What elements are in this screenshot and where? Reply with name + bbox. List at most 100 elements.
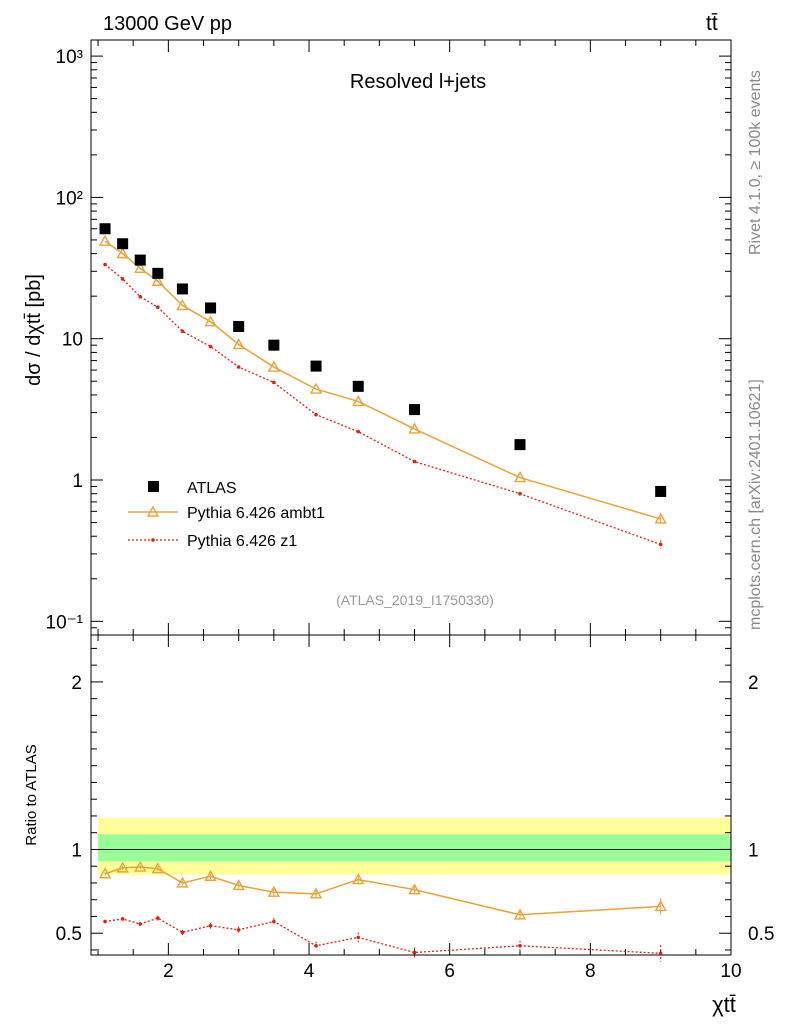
ratio-point-z1 — [138, 922, 143, 926]
data-point-z1 — [518, 491, 522, 496]
main-axes: 10⁻¹ 1 10 10² 10³ — [46, 39, 732, 636]
ratio-point-ambt1 — [232, 879, 245, 891]
data-point-ambt1 — [116, 247, 129, 259]
ratio-point-z1 — [518, 943, 522, 948]
data-point-atlas — [409, 404, 421, 416]
ratio-point-ambt1 — [352, 873, 365, 885]
reference-label: (ATLAS_2019_I1750330) — [336, 592, 494, 608]
energy-label: 13000 GeV pp — [103, 13, 232, 35]
data-point-z1 — [120, 277, 125, 281]
ratio-point-ambt1 — [309, 887, 323, 899]
data-point-atlas — [205, 302, 217, 314]
ratio-frame — [90, 634, 732, 956]
data-point-atlas — [117, 238, 129, 250]
y-tick-label-ratio-right: 2 — [748, 673, 759, 694]
y-axis-label-ratio: Ratio to ATLAS — [23, 744, 40, 845]
ratio-series — [98, 860, 667, 962]
data-point-ambt1 — [654, 512, 667, 524]
source-label: mcplots.cern.ch [arXiv:2401.10621] — [747, 379, 764, 630]
ratio-point-ambt1 — [204, 869, 217, 881]
ratio-point-ambt1 — [267, 885, 281, 897]
x-tick-label: 6 — [444, 961, 455, 982]
data-point-z1 — [356, 429, 361, 434]
data-point-atlas — [514, 439, 526, 451]
data-point-atlas — [352, 380, 364, 392]
y-tick-label-main: 10³ — [56, 47, 83, 68]
ratio-point-ambt1 — [408, 883, 421, 895]
ratio-plot: 0.5 0.5 1 1 2 2 2 4 6 8 10 Ratio to ATLAS χtt̄ — [23, 634, 774, 1017]
data-point-z1 — [314, 412, 318, 417]
data-point-ambt1 — [176, 298, 189, 311]
x-tick-label: 10 — [720, 961, 741, 982]
data-point-z1 — [236, 365, 241, 369]
legend-label-z1: Pythia 6.426 z1 — [187, 533, 297, 550]
legend-marker-z1 — [151, 538, 155, 542]
data-point-z1 — [412, 459, 417, 464]
data-point-z1 — [156, 305, 160, 310]
ratio-point-z1 — [156, 916, 160, 920]
series-line-ambt1 — [104, 240, 661, 520]
rivet-version-label: Rivet 4.1.0, ≥ 100k events — [747, 70, 764, 255]
x-tick-label: 2 — [163, 961, 174, 982]
x-tick-label: 4 — [304, 961, 315, 982]
y-tick-label-main: 1 — [72, 471, 83, 492]
data-point-ambt1 — [204, 315, 217, 327]
y-tick-label-main: 10² — [56, 188, 83, 209]
data-point-ambt1 — [134, 261, 147, 273]
data-point-z1 — [272, 380, 276, 385]
data-point-atlas — [268, 339, 280, 351]
ratio-point-ambt1 — [98, 867, 112, 879]
ratio-point-z1 — [658, 951, 663, 956]
data-point-ambt1 — [408, 422, 421, 434]
ratio-point-z1 — [272, 919, 276, 924]
y-tick-label-main: 10⁻¹ — [46, 612, 84, 633]
ratio-point-ambt1 — [134, 860, 147, 872]
legend-label-ambt1: Pythia 6.426 ambt1 — [187, 505, 325, 522]
y-tick-label-ratio: 2 — [71, 673, 82, 694]
data-point-atlas — [134, 254, 146, 266]
y-tick-label-ratio-right: 0.5 — [748, 924, 774, 945]
data-point-atlas — [176, 283, 188, 295]
data-point-ambt1 — [513, 471, 527, 483]
data-point-atlas — [99, 223, 111, 235]
legend: ATLAS Pythia 6.426 ambt1 Pythia 6.426 z1 — [128, 480, 325, 550]
ratio-point-z1 — [208, 923, 213, 928]
ratio-point-z1 — [120, 917, 125, 921]
legend-marker-atlas — [148, 481, 159, 492]
ratio-point-ambt1 — [654, 899, 667, 912]
data-point-z1 — [208, 344, 213, 349]
data-point-ambt1 — [151, 274, 165, 286]
data-point-z1 — [103, 262, 107, 267]
ratio-point-z1 — [236, 928, 241, 932]
process-label: tt̄ — [706, 12, 718, 35]
data-point-atlas — [233, 321, 245, 333]
ratio-bands — [98, 817, 732, 875]
y-tick-label-ratio-right: 1 — [748, 840, 759, 861]
data-point-z1 — [138, 294, 143, 299]
uncertainty-band-inner — [98, 834, 732, 862]
data-point-atlas — [655, 485, 667, 497]
series-line-z1 — [104, 264, 661, 546]
x-axis-label: χtt̄ — [712, 992, 736, 1017]
main-plot: 10⁻¹ 1 10 10² 10³ Resolved l+jets (ATLAS_201… — [23, 39, 732, 636]
ratio-point-ambt1 — [151, 862, 165, 874]
main-series — [98, 223, 667, 549]
data-point-ambt1 — [232, 338, 245, 350]
ratio-line-z1 — [104, 917, 661, 954]
data-point-atlas — [310, 360, 322, 372]
ratio-point-z1 — [412, 950, 417, 955]
data-point-ambt1 — [98, 234, 112, 246]
y-tick-label-main: 10 — [62, 330, 83, 351]
ratio-point-z1 — [103, 919, 107, 924]
ratio-point-z1 — [356, 935, 361, 940]
chart-title: Resolved l+jets — [350, 71, 486, 93]
ratio-point-z1 — [180, 930, 185, 935]
ratio-point-ambt1 — [116, 861, 129, 873]
y-tick-label-ratio: 0.5 — [56, 924, 82, 945]
y-tick-label-ratio: 1 — [71, 840, 82, 861]
data-point-ambt1 — [267, 360, 281, 372]
data-point-z1 — [180, 329, 185, 334]
data-point-ambt1 — [309, 382, 323, 394]
data-point-ambt1 — [352, 394, 365, 407]
